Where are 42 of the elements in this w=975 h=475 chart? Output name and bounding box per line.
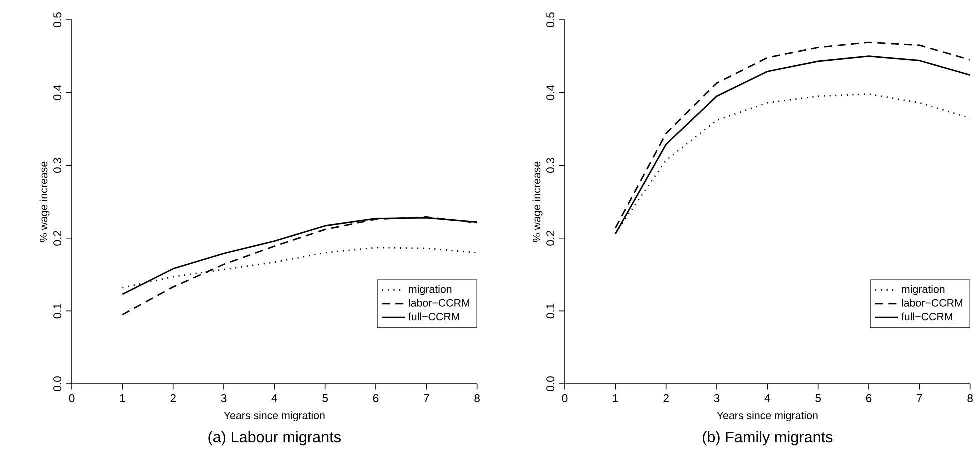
y-tick-label: 0.4 [54, 85, 62, 100]
y-axis-title: % wage increase [40, 162, 50, 242]
y-tick-label: 0.1 [54, 304, 62, 319]
x-tick-label: 5 [816, 394, 822, 402]
legend-label: labor−CCRM [409, 299, 470, 307]
y-tick-label: 0.3 [54, 158, 62, 174]
y-tick-label: 0.0 [54, 376, 62, 392]
x-tick-label: 8 [474, 394, 480, 402]
y-tick-label: 0.2 [546, 231, 555, 246]
x-tick-label: 2 [664, 394, 669, 402]
x-tick-label: 4 [764, 394, 770, 402]
x-tick-label: 0 [69, 394, 75, 402]
x-tick-label: 7 [917, 394, 922, 402]
legend-label: labor−CCRM [902, 299, 963, 307]
x-tick-label: 1 [120, 394, 126, 402]
text: (b) Family migrants [703, 431, 833, 446]
y-tick-label: 0.5 [54, 12, 62, 28]
x-tick-label: 6 [373, 394, 379, 402]
y-tick-label: 0.3 [546, 158, 555, 174]
x-tick-label: 5 [322, 394, 328, 402]
legend-label: migration [902, 285, 945, 296]
legend-label: migration [409, 285, 452, 296]
x-tick-label: 3 [221, 394, 227, 402]
text: (a) Labour migrants [208, 431, 341, 446]
x-tick-label: 0 [562, 394, 568, 402]
y-tick-label: 0.0 [546, 376, 555, 392]
x-axis-title: Years since migration [224, 412, 325, 422]
x-tick-label: 2 [170, 394, 176, 402]
legend-label: full−CCRM [902, 312, 952, 321]
y-tick-label: 0.1 [546, 304, 555, 319]
x-tick-label: 3 [714, 394, 720, 402]
x-tick-label: 6 [866, 394, 872, 402]
x-tick-label: 8 [968, 394, 973, 402]
y-tick-label: 0.2 [54, 231, 62, 246]
x-axis-title: Years since migration [717, 412, 818, 422]
y-tick-label: 0.5 [546, 12, 555, 28]
y-axis-title: % wage increase [532, 162, 543, 242]
x-tick-label: 7 [424, 394, 430, 402]
legend-label: full−CCRM [408, 312, 460, 321]
x-tick-label: 4 [272, 394, 278, 402]
y-tick-label: 0.4 [546, 85, 555, 100]
x-tick-label: 1 [613, 394, 618, 402]
